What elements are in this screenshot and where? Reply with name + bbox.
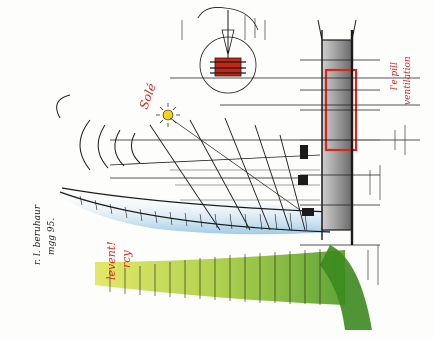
signature-bottom: mgg 95.: [47, 218, 57, 255]
sun-icon: [156, 103, 301, 211]
canopy-structure: [59, 117, 331, 233]
annotation-scribbles: [181, 15, 406, 285]
sun-label: Solé: [137, 81, 159, 111]
red-bottom-label-1: levent!: [105, 241, 118, 280]
red-column-label-1: l'e pill: [390, 62, 400, 90]
construction-lines: [110, 77, 420, 246]
blue-canopy-wash: [62, 190, 330, 235]
red-column-label-2: ventilation: [403, 56, 413, 105]
signature-top: r. l. beruhaur: [33, 204, 43, 265]
ventilator-icon: [197, 7, 259, 94]
wind-arcs: [56, 94, 141, 171]
tower-building: [298, 19, 380, 245]
red-bottom-label-2: rcy: [120, 250, 133, 268]
plant-icon: [95, 245, 372, 330]
